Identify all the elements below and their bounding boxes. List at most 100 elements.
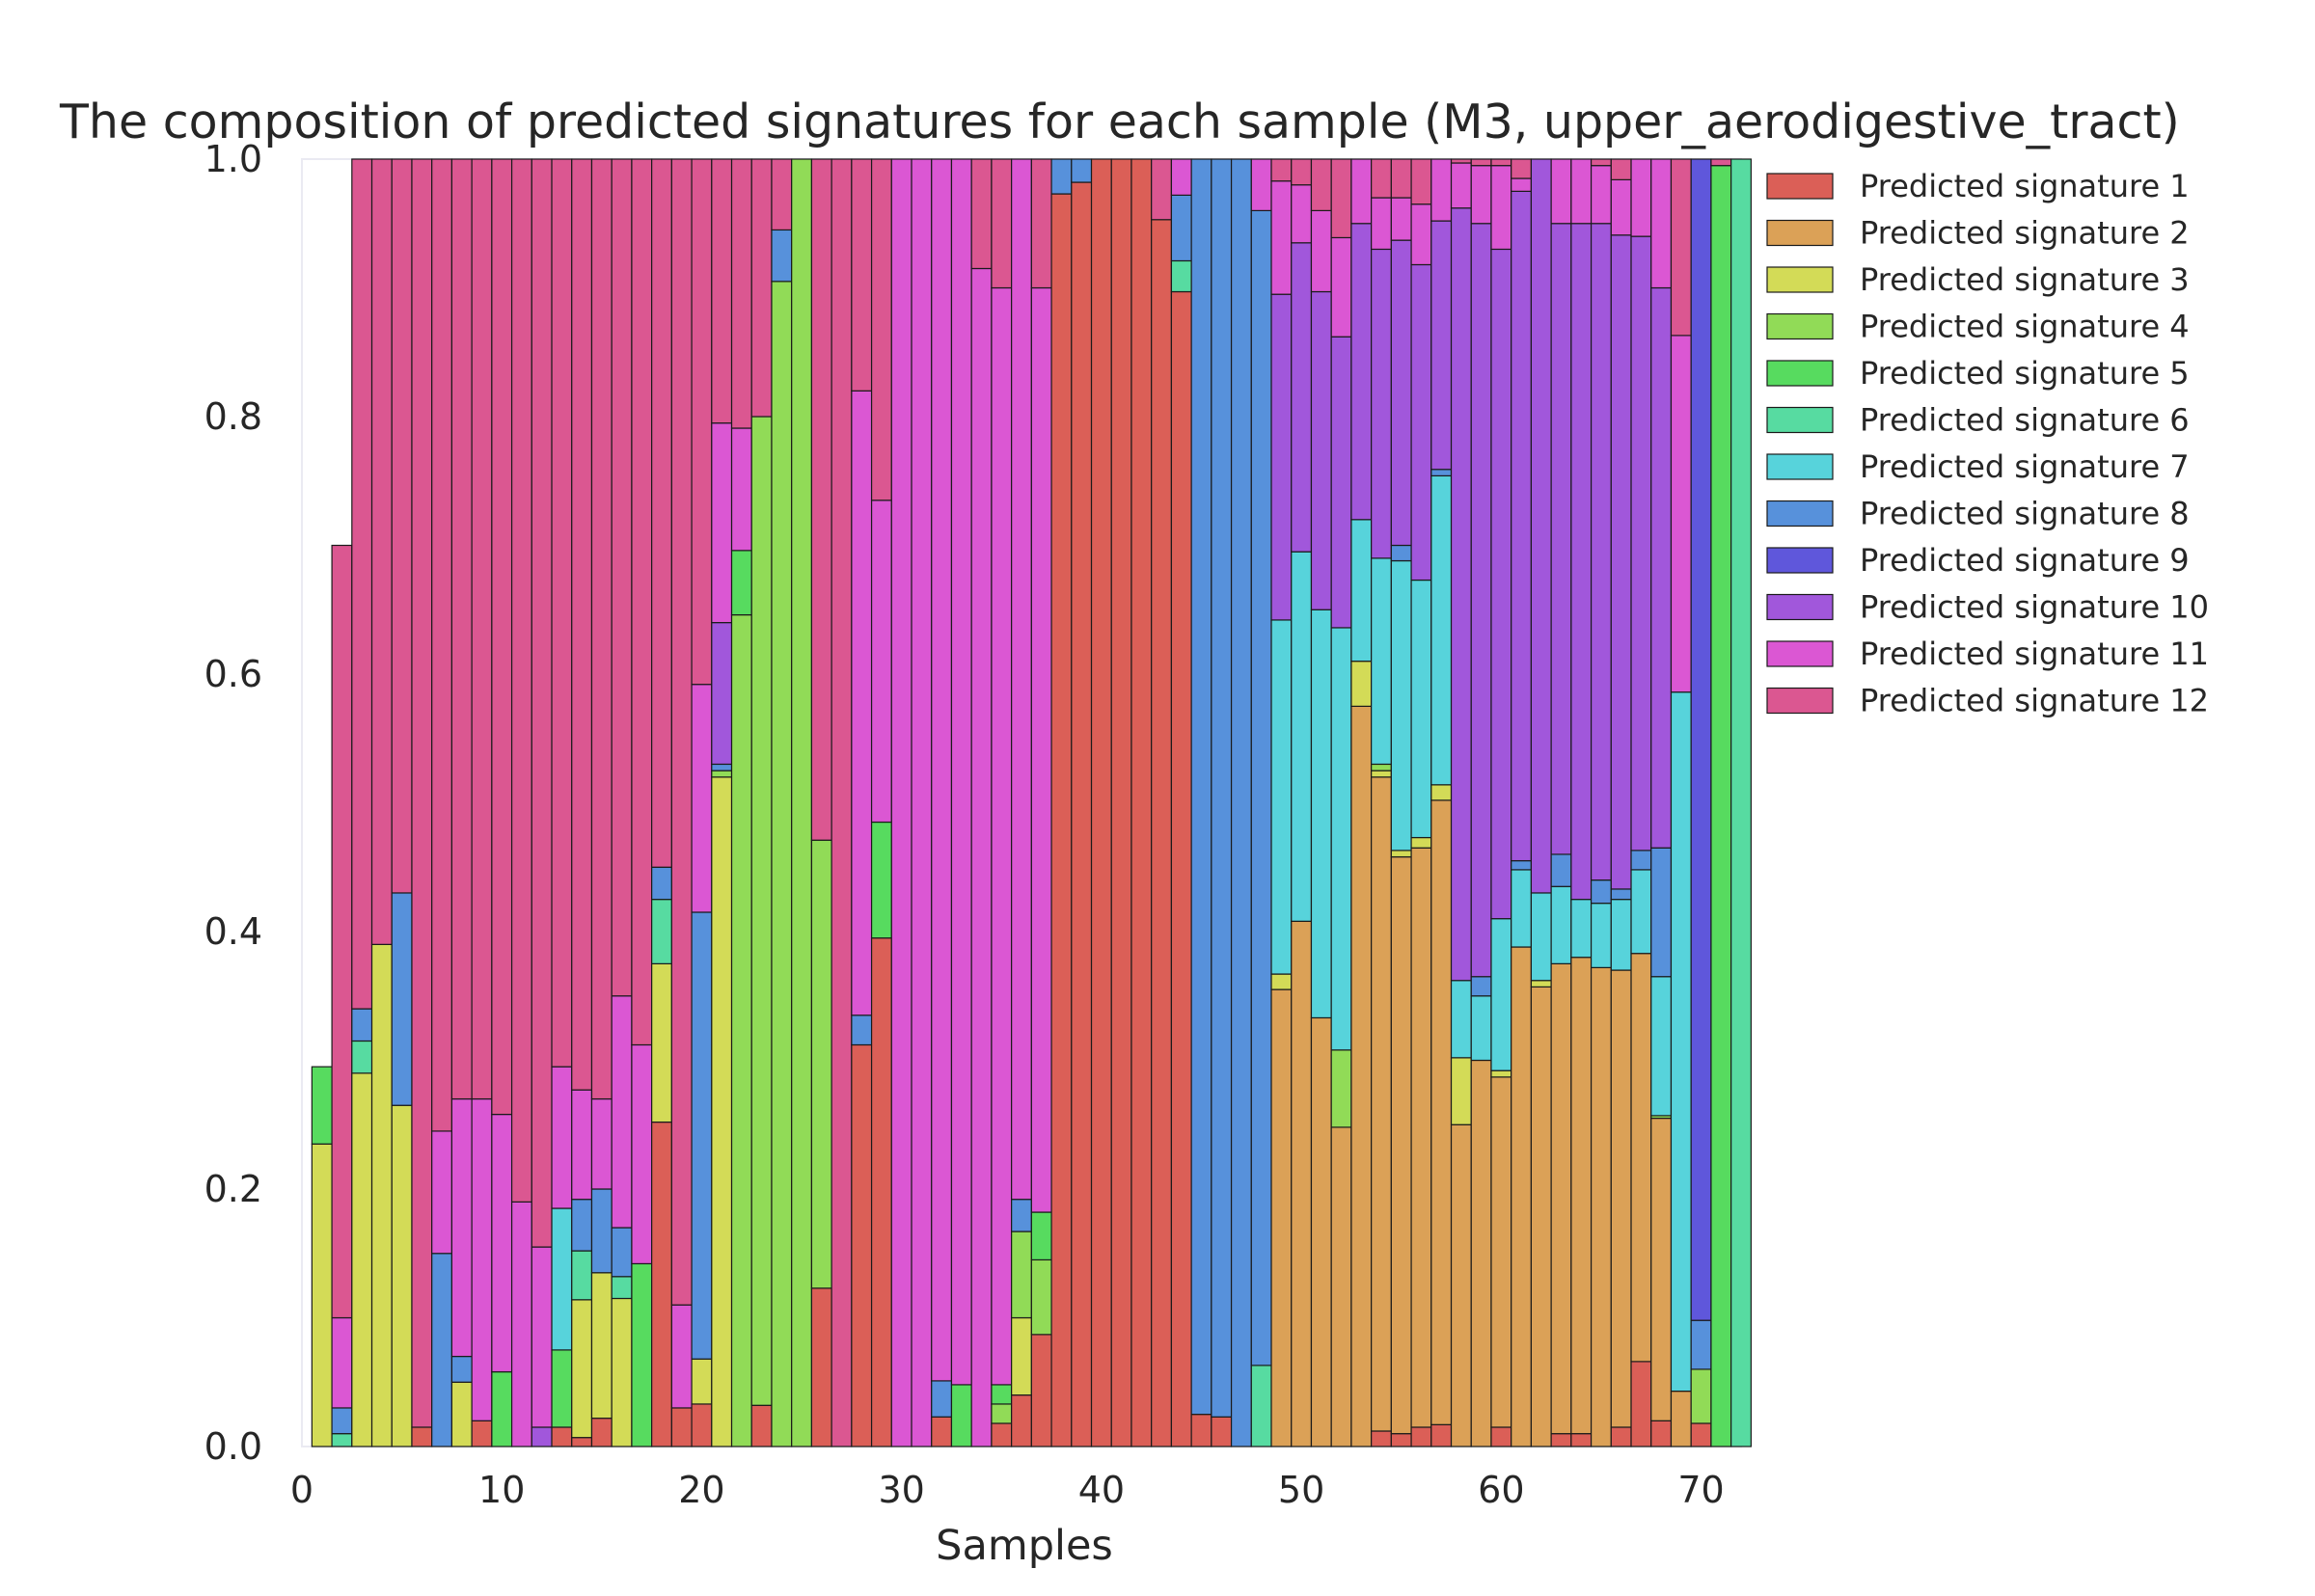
- sample-bar-57: [1430, 158, 1453, 1447]
- sample-bar-33: [950, 158, 972, 1447]
- bar-segment-sample-37-signature-4: [1030, 1258, 1052, 1336]
- bar-segment-sample-69-signature-2: [1670, 1390, 1692, 1447]
- bar-segment-sample-52-signature-4: [1330, 1049, 1352, 1128]
- y-tick-label: 0.0: [204, 1425, 262, 1468]
- bar-segment-sample-9-signature-11: [471, 1097, 493, 1421]
- bar-segment-sample-59-signature-12: [1470, 158, 1492, 167]
- legend-label: Predicted signature 3: [1860, 261, 2190, 298]
- bar-segment-sample-20-signature-1: [691, 1403, 713, 1447]
- bar-segment-sample-22-signature-4: [730, 613, 752, 1447]
- bar-segment-sample-3-signature-8: [351, 1008, 373, 1042]
- bar-segment-sample-68-signature-2: [1650, 1117, 1673, 1421]
- legend-item-7: Predicted signature 7: [1766, 448, 2190, 485]
- bar-segment-sample-13-signature-12: [551, 158, 573, 1068]
- bar-segment-sample-36-signature-8: [1011, 1199, 1032, 1232]
- x-tick-label: 40: [1078, 1469, 1125, 1511]
- bar-segment-sample-13-signature-11: [551, 1066, 573, 1209]
- bar-segment-sample-64-signature-10: [1570, 223, 1593, 901]
- legend-item-1: Predicted signature 1: [1766, 168, 2190, 204]
- sample-bar-49: [1270, 158, 1293, 1447]
- bar-segment-sample-14-signature-12: [571, 158, 593, 1091]
- bar-segment-sample-68-signature-7: [1650, 976, 1673, 1117]
- legend-swatch: [1766, 640, 1834, 667]
- bar-segment-sample-67-signature-8: [1630, 850, 1652, 871]
- legend-item-3: Predicted signature 3: [1766, 261, 2190, 298]
- bar-segment-sample-65-signature-10: [1590, 223, 1612, 881]
- legend-label: Predicted signature 5: [1860, 355, 2190, 392]
- bar-segment-sample-70-signature-8: [1690, 1319, 1712, 1370]
- bar-segment-sample-14-signature-11: [571, 1089, 593, 1201]
- bar-segment-sample-51-signature-7: [1310, 609, 1332, 1019]
- bar-segment-sample-29-signature-1: [870, 937, 892, 1447]
- legend-label: Predicted signature 10: [1860, 589, 2209, 626]
- bar-segment-sample-2-signature-11: [331, 1316, 353, 1409]
- bar-segment-sample-70-signature-9: [1690, 158, 1712, 1321]
- legend-label: Predicted signature 4: [1860, 309, 2190, 345]
- bar-segment-sample-16-signature-3: [611, 1297, 633, 1447]
- legend-swatch: [1766, 453, 1834, 480]
- sample-bar-54: [1371, 158, 1392, 1447]
- bar-segment-sample-20-signature-8: [691, 911, 713, 1360]
- y-tick-label: 0.8: [204, 395, 262, 438]
- bar-segment-sample-70-signature-1: [1690, 1422, 1712, 1447]
- bar-segment-sample-22-signature-5: [730, 550, 752, 616]
- legend-label: Predicted signature 2: [1860, 215, 2190, 252]
- sample-bar-40: [1090, 158, 1112, 1447]
- bar-segment-sample-66-signature-1: [1610, 1426, 1632, 1447]
- legend-label: Predicted signature 9: [1860, 542, 2190, 579]
- bar-segment-sample-58-signature-2: [1450, 1123, 1472, 1447]
- bar-segment-sample-65-signature-7: [1590, 903, 1612, 968]
- bar-segment-sample-12-signature-10: [531, 1426, 553, 1447]
- sample-bar-36: [1011, 158, 1032, 1447]
- bar-segment-sample-50-signature-7: [1291, 551, 1313, 922]
- sample-bar-44: [1170, 158, 1192, 1447]
- bar-segment-sample-17-signature-5: [631, 1262, 653, 1447]
- bar-segment-sample-59-signature-10: [1470, 223, 1492, 978]
- bar-segment-sample-57-signature-11: [1430, 158, 1453, 222]
- bar-segment-sample-33-signature-5: [950, 1384, 972, 1447]
- bar-segment-sample-63-signature-10: [1550, 223, 1572, 855]
- bar-segment-sample-66-signature-8: [1610, 888, 1632, 901]
- bar-segment-sample-10-signature-12: [491, 158, 513, 1116]
- sample-bar-61: [1511, 158, 1533, 1447]
- bar-segment-sample-15-signature-12: [590, 158, 613, 1100]
- sample-bar-6: [411, 158, 433, 1447]
- bar-segment-sample-67-signature-2: [1630, 953, 1652, 1363]
- bar-segment-sample-34-signature-11: [970, 267, 993, 1447]
- sample-bar-69: [1670, 158, 1692, 1447]
- sample-bar-35: [991, 158, 1013, 1447]
- bar-segment-sample-19-signature-1: [670, 1407, 693, 1447]
- bar-segment-sample-55-signature-12: [1390, 158, 1412, 199]
- chart-title: The composition of predicted signatures …: [59, 95, 2180, 149]
- bar-segment-sample-6-signature-1: [411, 1426, 433, 1447]
- bar-segment-sample-50-signature-2: [1291, 920, 1313, 1447]
- bar-segment-sample-5-signature-3: [391, 1104, 413, 1447]
- bar-segment-sample-12-signature-12: [531, 158, 553, 1248]
- bar-segment-sample-14-signature-3: [571, 1299, 593, 1439]
- sample-bar-72: [1730, 158, 1752, 1447]
- sample-bar-8: [450, 158, 473, 1447]
- sample-bar-53: [1350, 158, 1373, 1447]
- bar-segment-sample-28-signature-11: [851, 390, 873, 1016]
- bar-segment-sample-52-signature-7: [1330, 627, 1352, 1051]
- bar-segment-sample-56-signature-1: [1410, 1426, 1432, 1447]
- bar-segment-sample-21-signature-12: [711, 158, 733, 424]
- sample-bar-48: [1250, 158, 1272, 1447]
- bar-segment-sample-54-signature-4: [1371, 763, 1392, 771]
- bar-segment-sample-64-signature-1: [1570, 1433, 1593, 1447]
- bar-segment-sample-18-signature-12: [651, 158, 672, 868]
- bar-segment-sample-16-signature-6: [611, 1276, 633, 1300]
- bar-segment-sample-28-signature-8: [851, 1014, 873, 1046]
- bar-segment-sample-60-signature-1: [1490, 1426, 1512, 1447]
- bar-segment-sample-58-signature-11: [1450, 162, 1472, 209]
- x-tick-label: 30: [878, 1469, 924, 1511]
- legend-item-5: Predicted signature 5: [1766, 355, 2190, 392]
- bar-segment-sample-21-signature-10: [711, 621, 733, 766]
- bar-segment-sample-61-signature-11: [1511, 177, 1533, 192]
- sample-bar-3: [351, 158, 373, 1447]
- bar-segment-sample-58-signature-7: [1450, 980, 1472, 1059]
- bar-segment-sample-17-signature-11: [631, 1043, 653, 1265]
- bar-segment-sample-24-signature-8: [771, 229, 793, 283]
- bar-segment-sample-54-signature-1: [1371, 1430, 1392, 1447]
- bar-segment-sample-66-signature-7: [1610, 899, 1632, 971]
